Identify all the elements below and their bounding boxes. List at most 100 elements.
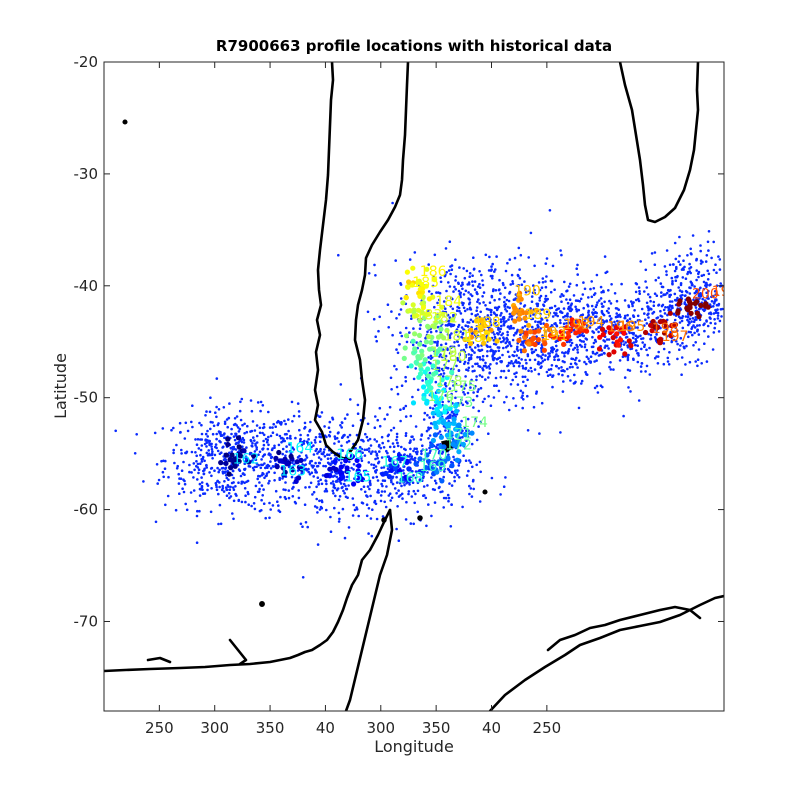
historical-point	[605, 309, 609, 313]
profile-point	[424, 266, 430, 272]
historical-point	[251, 420, 255, 423]
profile-point	[423, 465, 429, 471]
historical-point	[688, 321, 691, 325]
historical-point	[670, 276, 674, 280]
profile-point	[454, 457, 460, 463]
historical-point	[458, 360, 462, 364]
historical-point	[699, 286, 702, 290]
historical-point	[287, 496, 291, 500]
historical-point	[634, 343, 637, 347]
historical-point	[444, 342, 448, 346]
historical-point	[366, 422, 370, 426]
historical-point	[351, 497, 355, 500]
historical-point	[485, 366, 489, 369]
profile-point	[428, 378, 434, 384]
historical-point	[460, 419, 463, 423]
historical-point	[267, 435, 270, 439]
historical-point	[481, 295, 484, 298]
historical-point	[211, 432, 215, 436]
historical-point	[484, 378, 487, 381]
historical-point	[199, 438, 202, 441]
historical-point	[640, 347, 643, 351]
historical-point	[502, 369, 506, 373]
historical-point	[442, 300, 446, 303]
historical-point	[268, 426, 272, 429]
historical-point	[697, 297, 701, 300]
profile-point	[406, 279, 412, 285]
historical-point	[420, 433, 424, 436]
historical-point	[453, 285, 456, 289]
historical-point	[511, 282, 515, 285]
profile-point	[688, 310, 694, 316]
historical-point	[314, 471, 317, 474]
historical-point	[556, 354, 560, 358]
historical-point	[557, 307, 561, 310]
profile-point	[424, 400, 430, 406]
historical-point	[694, 360, 697, 363]
historical-point	[633, 309, 636, 312]
historical-point	[269, 434, 273, 438]
historical-point	[451, 297, 454, 301]
historical-point	[305, 456, 309, 459]
historical-point	[589, 322, 592, 325]
historical-point	[513, 256, 517, 260]
historical-point	[399, 494, 402, 497]
historical-point	[474, 314, 478, 318]
historical-point	[560, 300, 563, 304]
historical-point	[199, 462, 202, 466]
historical-point	[176, 464, 179, 468]
historical-point	[240, 440, 244, 444]
historical-point	[527, 256, 530, 259]
historical-point	[231, 469, 235, 473]
historical-point	[362, 469, 366, 473]
historical-point	[622, 414, 625, 418]
historical-point	[485, 354, 489, 358]
historical-point	[416, 489, 420, 493]
historical-point	[647, 316, 650, 319]
historical-point	[503, 296, 506, 299]
historical-point	[239, 400, 242, 404]
historical-point	[473, 288, 477, 291]
historical-point	[259, 400, 263, 404]
historical-point	[585, 362, 588, 366]
profile-point	[580, 321, 587, 327]
historical-point	[424, 344, 427, 348]
historical-point	[545, 257, 549, 260]
historical-point	[675, 340, 678, 343]
profile-number-label: 163	[279, 463, 306, 479]
historical-point	[393, 364, 396, 368]
historical-point	[314, 461, 317, 465]
historical-point	[318, 415, 321, 419]
profile-point	[357, 473, 363, 479]
historical-point	[308, 485, 311, 489]
historical-point	[412, 449, 415, 453]
historical-point	[620, 348, 623, 351]
historical-point	[568, 309, 572, 312]
historical-point	[528, 314, 532, 318]
historical-point	[378, 443, 381, 447]
historical-point	[469, 357, 473, 361]
historical-point	[408, 331, 411, 334]
historical-point	[643, 324, 646, 327]
historical-point	[200, 432, 204, 436]
historical-point	[717, 330, 721, 333]
historical-point	[709, 317, 712, 320]
historical-point	[377, 461, 380, 465]
historical-point	[495, 384, 498, 388]
profile-point	[535, 337, 542, 343]
historical-point	[627, 386, 630, 389]
historical-point	[200, 485, 204, 489]
historical-point	[215, 437, 218, 441]
historical-point	[319, 449, 322, 453]
historical-point	[550, 279, 554, 283]
historical-point	[503, 401, 506, 404]
historical-point	[674, 257, 678, 261]
historical-point	[354, 447, 357, 450]
historical-point	[672, 338, 676, 342]
historical-point	[360, 447, 364, 451]
historical-point	[674, 275, 677, 279]
historical-point	[519, 302, 522, 305]
historical-point	[580, 340, 583, 343]
historical-point	[209, 510, 213, 514]
